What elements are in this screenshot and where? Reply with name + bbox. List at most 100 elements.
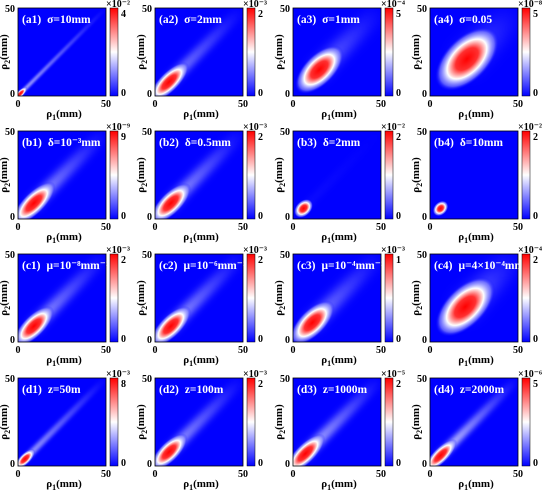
heatmap-field: [294, 131, 381, 218]
heatmap-field: [18, 378, 106, 466]
colorbar-tick-label: 2: [258, 132, 263, 143]
colorbar-tick-label: 2: [258, 255, 263, 266]
y-tick-label: 50: [142, 250, 152, 261]
plot-frame: [292, 377, 382, 467]
colorbar-tick-label: 0: [533, 458, 538, 469]
y-tick-label: 0: [285, 212, 290, 223]
colorbar-tick-label: 0: [396, 334, 401, 345]
colorbar-tick-label: 0: [258, 334, 263, 345]
x-axis-label: ρ1(mm): [46, 108, 82, 122]
intensity-peak: [295, 45, 344, 94]
x-tick-label: 50: [376, 222, 386, 233]
colorbar-tick-label: 0: [533, 88, 538, 99]
colorbar-tick-label: 0: [533, 211, 538, 222]
y-tick-label: 0: [422, 212, 427, 223]
plot-frame: [154, 7, 244, 97]
plot-frame: [154, 130, 244, 220]
colorbar-tick-label: 2: [258, 9, 263, 20]
x-tick-label: 0: [291, 345, 296, 356]
colorbar-tick-label: 2: [396, 132, 401, 143]
colorbar: [109, 253, 119, 343]
colorbar-tick-label: 0: [121, 458, 126, 469]
x-tick-label: 50: [238, 469, 248, 480]
intensity-peak: [294, 198, 314, 218]
panel-title: (d3) z=1000m: [297, 384, 367, 396]
colorbar-multiplier: ×10⁻⁸: [518, 0, 542, 10]
diagonal-trail: [299, 131, 381, 213]
colorbar: [109, 7, 119, 97]
colorbar: [521, 253, 531, 343]
y-tick-label: 50: [280, 127, 290, 138]
x-tick-label: 50: [238, 99, 248, 110]
y-axis-label: ρ2(mm): [410, 34, 424, 70]
colorbar-multiplier: ×10⁻⁴: [518, 245, 542, 256]
y-tick-label: 50: [5, 374, 15, 385]
heatmap-field: [18, 8, 106, 96]
y-tick-label: 0: [147, 212, 152, 223]
x-tick-label: 50: [376, 469, 386, 480]
colorbar: [521, 130, 531, 220]
x-axis-label: ρ1(mm): [183, 108, 219, 122]
x-axis-label: ρ1(mm): [183, 231, 219, 245]
x-axis-label: ρ1(mm): [458, 231, 494, 245]
plot-frame: [154, 377, 244, 467]
plot-frame: [429, 130, 519, 220]
colorbar-tick-label: 0: [258, 88, 263, 99]
x-axis-label: ρ1(mm): [458, 478, 494, 490]
y-axis-label: ρ2(mm): [0, 34, 12, 70]
plot-frame: [292, 253, 382, 343]
x-tick-label: 50: [376, 99, 386, 110]
colorbar-multiplier: ×10⁻⁹: [106, 122, 130, 133]
colorbar: [246, 130, 256, 220]
colorbar-tick-label: 0: [396, 211, 401, 222]
intensity-peak: [435, 276, 496, 337]
colorbar: [521, 377, 531, 467]
x-axis-label: ρ1(mm): [321, 108, 357, 122]
x-tick-label: 50: [101, 99, 111, 110]
y-axis-label: ρ2(mm): [0, 280, 12, 316]
colorbar-tick-label: 2: [121, 255, 126, 266]
colorbar-multiplier: ×10⁻²: [381, 122, 405, 133]
x-axis-label: ρ1(mm): [458, 108, 494, 122]
y-tick-label: 50: [280, 4, 290, 15]
plot-frame: [17, 377, 107, 467]
y-tick-label: 0: [422, 459, 427, 470]
y-tick-label: 0: [147, 335, 152, 346]
x-tick-label: 0: [428, 345, 433, 356]
y-axis-label: ρ2(mm): [135, 34, 149, 70]
x-axis-label: ρ1(mm): [183, 354, 219, 368]
heatmap-field: [293, 254, 381, 342]
heatmap-field: [293, 378, 381, 466]
x-axis-label: ρ1(mm): [321, 354, 357, 368]
y-tick-label: 0: [422, 335, 427, 346]
y-tick-label: 0: [10, 335, 15, 346]
x-tick-label: 0: [428, 469, 433, 480]
panel-title: (b1) δ=10⁻³mm: [22, 137, 101, 149]
heatmap-field: [155, 254, 243, 342]
intensity-peak: [293, 433, 326, 466]
plot-frame: [17, 253, 107, 343]
panel-title: (a4) σ=0.05: [434, 14, 492, 26]
x-tick-label: 50: [238, 345, 248, 356]
y-tick-label: 0: [10, 212, 15, 223]
x-tick-label: 0: [428, 222, 433, 233]
y-axis-label: ρ2(mm): [135, 280, 149, 316]
colorbar-multiplier: ×10⁻⁶: [518, 369, 542, 380]
x-tick-label: 50: [238, 222, 248, 233]
y-axis-label: ρ2(mm): [410, 280, 424, 316]
diagonal-trail: [18, 8, 106, 96]
panel-title: (b2) δ=0.5mm: [159, 137, 231, 149]
heatmap-field: [295, 8, 381, 94]
colorbar-multiplier: ×10⁻³: [243, 0, 267, 10]
y-axis-label: ρ2(mm): [273, 34, 287, 70]
colorbar: [521, 7, 531, 97]
y-tick-label: 0: [285, 89, 290, 100]
colorbar-tick-label: 2: [258, 379, 263, 390]
x-axis-label: ρ1(mm): [46, 354, 82, 368]
colorbar-tick-label: 0: [396, 458, 401, 469]
x-tick-label: 50: [513, 99, 523, 110]
colorbar-tick-label: 0: [533, 334, 538, 345]
colorbar-multiplier: ×10⁻³: [243, 122, 267, 133]
